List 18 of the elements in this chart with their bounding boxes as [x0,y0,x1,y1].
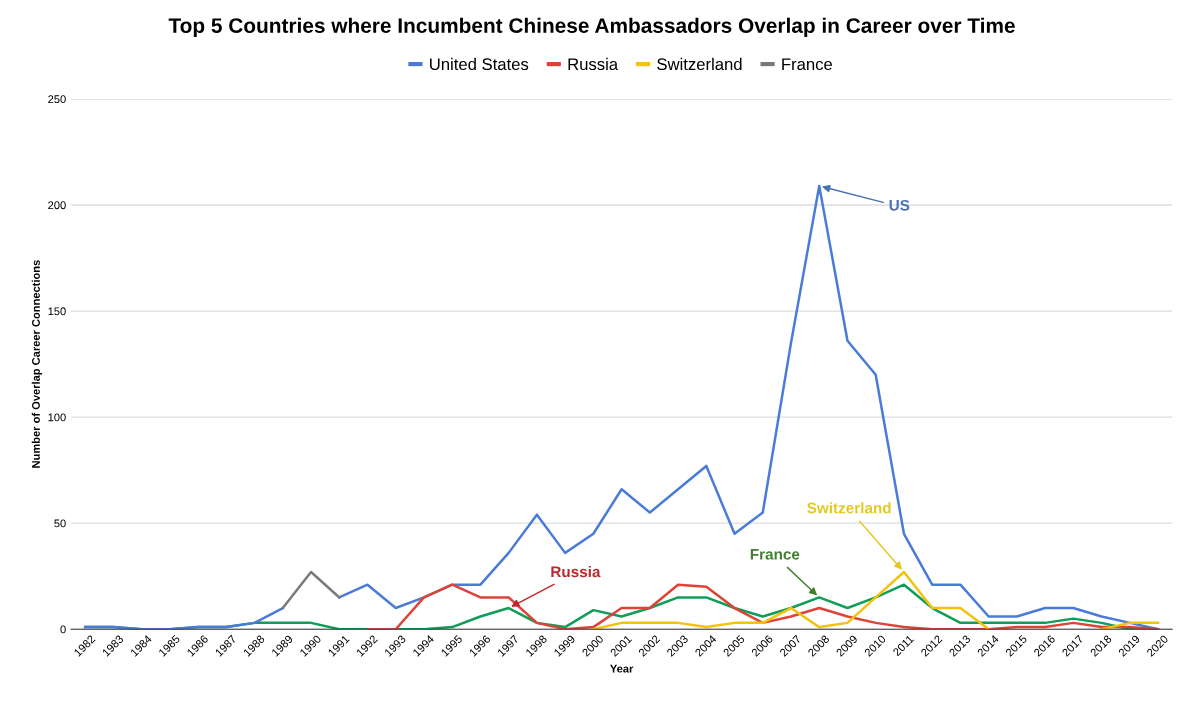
y-tick-label: 250 [48,95,66,104]
y-axis-title: Number of Overlap Career Connections [31,260,43,468]
legend-label: Switzerland [657,57,742,71]
annotation: US [889,199,910,211]
x-axis-title: Year [610,664,634,673]
y-tick-label: 100 [48,413,66,422]
line-series [366,583,1160,630]
legend-label: Russia [568,57,619,71]
annotation: Switzerland [807,502,891,514]
y-tick-label: 150 [48,307,66,316]
y-tick-label: 200 [48,201,66,210]
legend-label: United States [430,57,529,71]
y-tick-label: 50 [54,519,66,528]
y-tick-label: 0 [60,625,66,634]
chart-title: Top 5 Countries where Incumbent Chinese Ambassadors Overlap in Career over Time [168,17,1015,38]
legend-label: France [782,58,833,71]
annotation: Russia [551,566,601,578]
annotation: France [750,549,800,560]
